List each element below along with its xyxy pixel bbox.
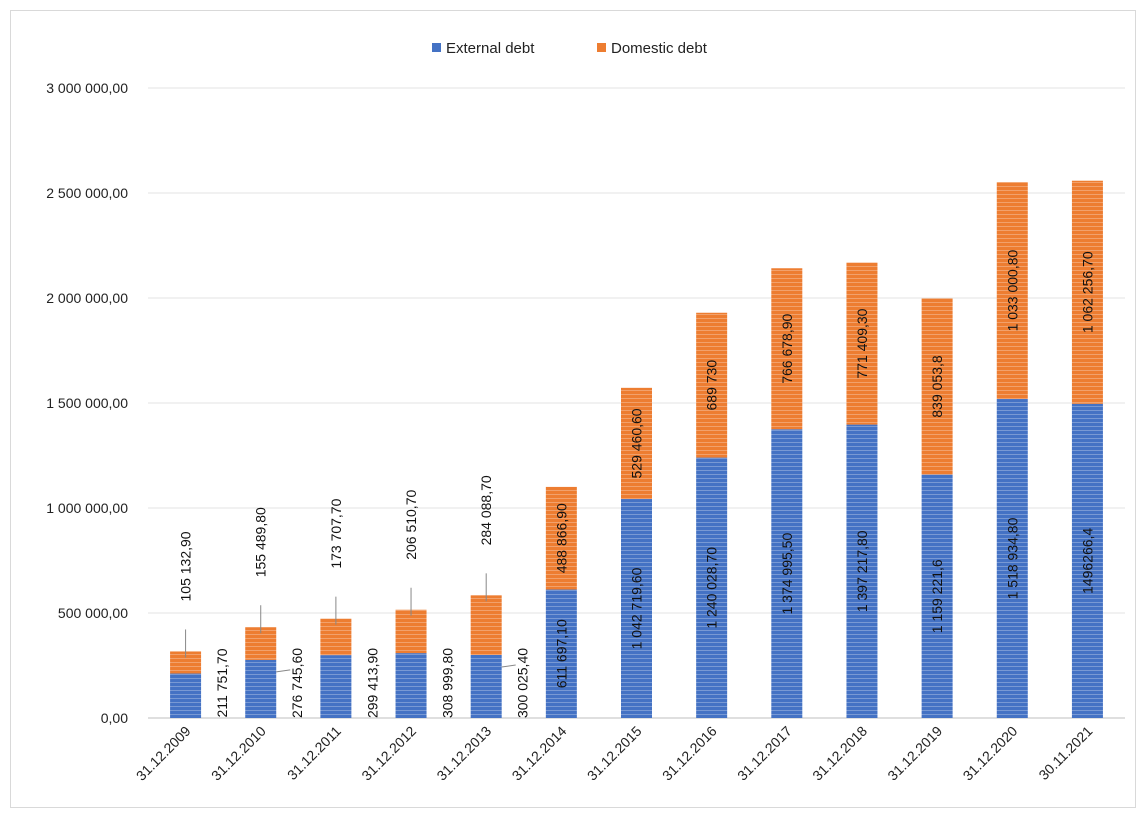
bar-external-debt bbox=[1071, 403, 1103, 718]
bar-external-debt bbox=[170, 673, 202, 718]
data-label-external-debt: 276 745,60 bbox=[289, 648, 305, 718]
bar-external-debt bbox=[621, 499, 652, 718]
bar-domestic-debt bbox=[170, 651, 202, 674]
data-label-domestic-debt: 173 707,70 bbox=[328, 498, 344, 568]
bar-domestic-debt bbox=[771, 268, 803, 430]
data-label-external-debt: 1 042 719,60 bbox=[629, 567, 645, 649]
y-tick-label: 2 000 000,00 bbox=[46, 290, 128, 306]
y-tick-label: 3 000 000,00 bbox=[46, 80, 128, 96]
data-label-external-debt: 1 374 995,50 bbox=[779, 533, 795, 615]
data-label-domestic-debt: 529 460,60 bbox=[629, 408, 645, 478]
data-label-external-debt: 300 025,40 bbox=[515, 648, 531, 718]
data-label-domestic-debt: 1 062 256,70 bbox=[1079, 251, 1095, 333]
data-label-external-debt: 299 413,90 bbox=[364, 648, 380, 718]
data-label-domestic-debt: 284 088,70 bbox=[478, 475, 494, 545]
bar-external-debt bbox=[395, 653, 427, 718]
y-tick-label: 500 000,00 bbox=[58, 605, 128, 621]
leader-line bbox=[501, 664, 516, 668]
x-tick-label: 31.12.2015 bbox=[584, 723, 645, 784]
bar-external-debt bbox=[921, 474, 953, 718]
data-label-domestic-debt: 488 866,90 bbox=[553, 503, 569, 573]
bar-external-debt bbox=[245, 659, 277, 718]
x-tick-label: 31.12.2009 bbox=[133, 723, 194, 784]
bar-external-debt bbox=[771, 429, 803, 718]
bar-external-debt bbox=[320, 655, 352, 718]
x-tick-label: 31.12.2016 bbox=[659, 723, 720, 784]
x-tick-label: 31.12.2012 bbox=[358, 723, 419, 784]
data-label-external-debt: 1 397 217,80 bbox=[854, 530, 870, 612]
data-label-external-debt: 1 159 221,6 bbox=[929, 559, 945, 633]
bar-domestic-debt bbox=[470, 595, 502, 655]
data-label-external-debt: 611 697,10 bbox=[553, 619, 569, 688]
x-tick-label: 31.12.2018 bbox=[809, 723, 870, 784]
legend-swatch-external-debt bbox=[432, 43, 441, 52]
bar-domestic-debt bbox=[320, 618, 352, 656]
x-tick-label: 31.12.2013 bbox=[433, 723, 494, 784]
data-label-domestic-debt: 105 132,90 bbox=[178, 531, 194, 601]
bar-domestic-debt bbox=[846, 262, 878, 425]
x-tick-label: 31.12.2011 bbox=[284, 723, 344, 783]
data-label-domestic-debt: 1 033 000,80 bbox=[1004, 249, 1020, 331]
bar-domestic-debt bbox=[621, 387, 652, 500]
bar-domestic-debt bbox=[921, 298, 953, 475]
x-tick-label: 31.12.2010 bbox=[208, 723, 269, 784]
bar-domestic-debt bbox=[1071, 180, 1103, 404]
bar-external-debt bbox=[996, 399, 1028, 718]
data-label-external-debt: 308 999,80 bbox=[440, 648, 456, 718]
bar-external-debt bbox=[846, 424, 878, 718]
bar-external-debt bbox=[545, 589, 577, 718]
y-tick-label: 2 500 000,00 bbox=[46, 185, 128, 201]
data-label-domestic-debt: 155 489,80 bbox=[253, 507, 269, 577]
data-label-domestic-debt: 689 730 bbox=[704, 360, 720, 411]
y-tick-label: 0,00 bbox=[101, 710, 128, 726]
data-label-external-debt: 1496266,4 bbox=[1079, 528, 1095, 594]
chart-border bbox=[10, 10, 1136, 808]
data-label-external-debt: 1 518 934,80 bbox=[1004, 517, 1020, 599]
leader-line bbox=[276, 669, 291, 673]
bar-domestic-debt bbox=[696, 312, 728, 458]
x-tick-label: 31.12.2017 bbox=[734, 723, 795, 784]
bar-domestic-debt bbox=[545, 486, 577, 590]
x-tick-label: 30.11.2021 bbox=[1035, 723, 1095, 783]
data-label-external-debt: 211 751,70 bbox=[214, 648, 230, 717]
x-tick-label: 31.12.2014 bbox=[509, 723, 570, 784]
data-label-domestic-debt: 766 678,90 bbox=[779, 314, 795, 384]
data-label-domestic-debt: 206 510,70 bbox=[403, 489, 419, 559]
x-tick-label: 31.12.2020 bbox=[960, 723, 1021, 784]
x-tick-label: 31.12.2019 bbox=[884, 723, 945, 784]
data-label-domestic-debt: 771 409,30 bbox=[854, 308, 870, 378]
y-tick-label: 1 000 000,00 bbox=[46, 500, 128, 516]
bar-external-debt bbox=[470, 654, 502, 718]
bar-domestic-debt bbox=[996, 182, 1028, 400]
y-tick-label: 1 500 000,00 bbox=[46, 395, 128, 411]
bar-external-debt bbox=[696, 457, 728, 718]
legend-label-external-debt: External debt bbox=[446, 40, 535, 57]
bar-domestic-debt bbox=[395, 609, 427, 654]
legend-swatch-domestic-debt bbox=[597, 43, 606, 52]
data-label-domestic-debt: 839 053,8 bbox=[929, 355, 945, 417]
data-label-external-debt: 1 240 028,70 bbox=[704, 547, 720, 629]
legend-label-domestic-debt: Domestic debt bbox=[611, 40, 708, 57]
